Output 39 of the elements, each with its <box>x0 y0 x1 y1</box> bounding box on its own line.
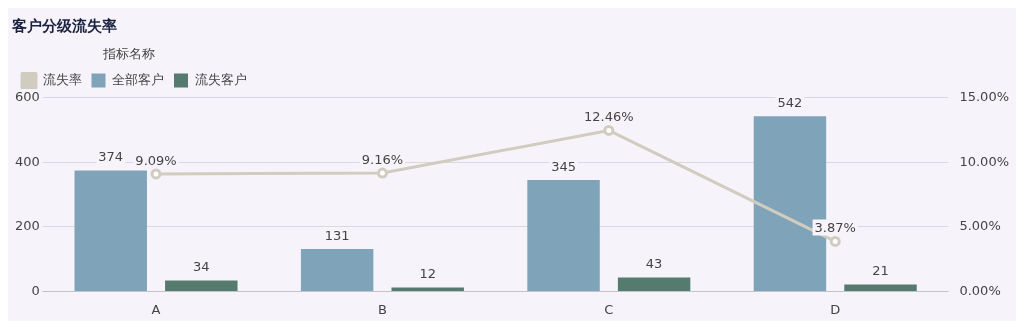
chart-title: 客户分级流失率 <box>11 16 117 35</box>
data-label: 9.16% <box>361 151 404 167</box>
data-label: 131 <box>324 227 350 243</box>
point <box>829 235 841 247</box>
data-label: 43 <box>645 256 663 272</box>
y2-tick-label: 15.00% <box>959 88 1010 104</box>
x-tick-label: A <box>151 301 161 317</box>
bar <box>617 277 691 291</box>
legend-label: 流失率 <box>42 71 82 87</box>
y-tick-label: 0 <box>31 282 40 298</box>
x-tick-label: C <box>604 301 614 317</box>
data-label: 345 <box>551 158 576 174</box>
point <box>150 168 162 180</box>
bar <box>527 179 600 291</box>
point <box>603 124 615 136</box>
data-label: 34 <box>193 259 210 275</box>
point <box>376 167 388 179</box>
bar <box>74 170 147 291</box>
x-tick-label: B <box>377 301 387 317</box>
data-label: 542 <box>777 95 803 111</box>
data-label: 12.46% <box>584 109 634 125</box>
bar <box>300 249 374 291</box>
y-tick-label: 600 <box>14 88 40 104</box>
x-tick-label: D <box>830 301 841 317</box>
data-label: 9.09% <box>135 152 177 168</box>
legend-title: 指标名称 <box>102 45 156 61</box>
data-label: 3.87% <box>814 220 856 236</box>
y-tick-label: 400 <box>14 153 40 169</box>
y2-tick-label: 10.00% <box>959 153 1010 169</box>
bar <box>165 280 238 291</box>
legend-label: 流失客户 <box>194 71 247 87</box>
data-label: 21 <box>872 263 889 279</box>
legend-label: 全部客户 <box>112 71 164 87</box>
bar <box>844 284 917 291</box>
y2-tick-label: 5.00% <box>959 218 1001 234</box>
y-tick-label: 200 <box>14 218 40 234</box>
y2-tick-label: 0.00% <box>959 282 1001 298</box>
data-label: 374 <box>98 149 124 165</box>
data-label: 12 <box>419 266 436 282</box>
